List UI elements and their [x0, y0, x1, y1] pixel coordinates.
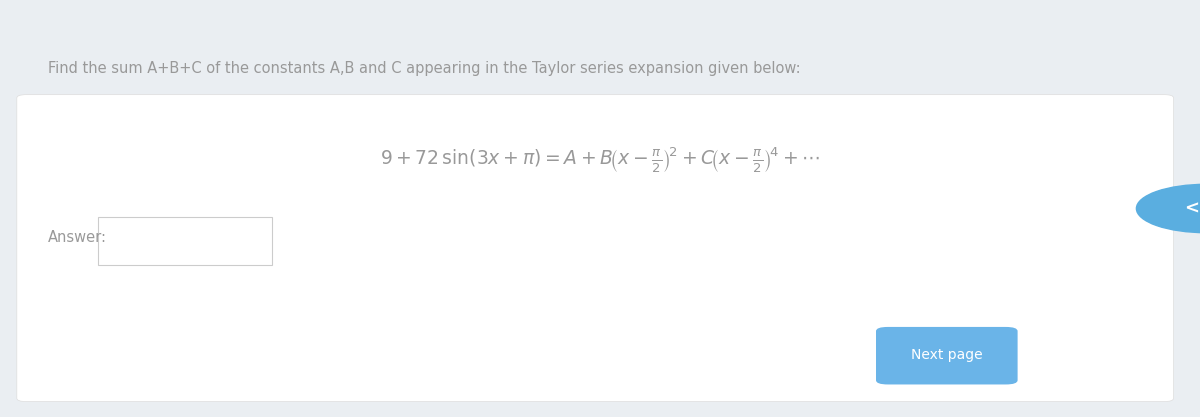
- Text: Answer:: Answer:: [48, 230, 107, 245]
- Text: $9 + 72\,\sin(3x + \pi) = A + B\!\left(x - \frac{\pi}{2}\right)^{\!2}+ C\!\left(: $9 + 72\,\sin(3x + \pi) = A + B\!\left(x…: [380, 146, 820, 175]
- Text: Next page: Next page: [911, 348, 983, 362]
- Text: Find the sum A+B+C of the constants A,B and C appearing in the Taylor series exp: Find the sum A+B+C of the constants A,B …: [48, 61, 800, 76]
- Text: <: <: [1184, 199, 1199, 218]
